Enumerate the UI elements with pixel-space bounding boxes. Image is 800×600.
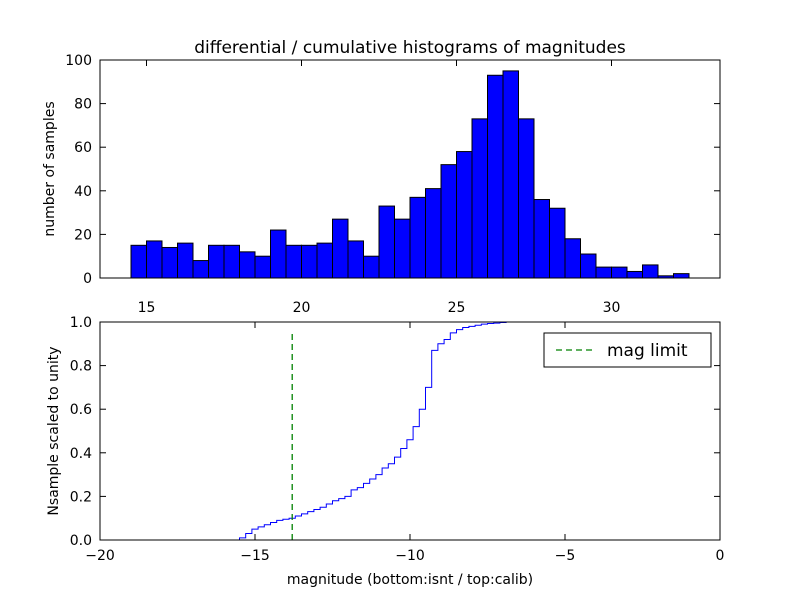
top-y-tick-label: 60 bbox=[74, 140, 92, 156]
cumulative-step-line bbox=[100, 321, 721, 541]
histogram-bar bbox=[208, 244, 225, 279]
legend: mag limit bbox=[543, 332, 712, 368]
bottom-y-tick-label: 0.2 bbox=[70, 489, 92, 505]
histogram-bar bbox=[440, 164, 457, 279]
histogram-bar bbox=[239, 251, 256, 279]
bottom-x-tick-label: −20 bbox=[85, 548, 115, 564]
histogram-bar bbox=[347, 240, 364, 279]
histogram-bar bbox=[595, 266, 612, 279]
chart-title: differential / cumulative histograms of … bbox=[194, 38, 626, 58]
histogram-bar bbox=[378, 205, 395, 279]
histogram-bar bbox=[456, 151, 473, 279]
histogram-bar bbox=[626, 270, 643, 279]
bottom-x-tick-label: 0 bbox=[716, 548, 725, 564]
histogram-bars bbox=[130, 70, 690, 279]
bottom-axis-ticks: −20 −15 −10 −5 0 0.0 0.2 0.4 0.6 0.8 1.0 bbox=[70, 315, 725, 564]
legend-mag-limit-label: mag limit bbox=[607, 341, 688, 361]
histogram-bar bbox=[285, 244, 302, 279]
histogram-bar bbox=[332, 218, 349, 279]
histogram-bar bbox=[580, 253, 597, 279]
histogram-bar bbox=[549, 207, 566, 279]
histogram-bar bbox=[487, 74, 504, 279]
top-y-tick-label: 20 bbox=[74, 227, 92, 243]
histogram-bar bbox=[673, 273, 690, 279]
top-x-tick-label: 20 bbox=[293, 300, 311, 316]
histogram-bar bbox=[409, 196, 426, 279]
histogram-bar bbox=[564, 238, 581, 279]
bottom-x-tick-label: −5 bbox=[555, 548, 576, 564]
histogram-bar bbox=[502, 70, 519, 279]
histogram-bar bbox=[254, 255, 271, 279]
top-plot-frame bbox=[99, 59, 721, 279]
histogram-bar bbox=[301, 244, 318, 279]
histogram-bar bbox=[611, 266, 628, 279]
histogram-bar bbox=[161, 246, 178, 279]
cumulative-histogram-panel: −20 −15 −10 −5 0 0.0 0.2 0.4 0.6 0.8 1.0 mag limit… bbox=[46, 315, 724, 588]
histogram-bar bbox=[270, 229, 287, 279]
histogram-bar bbox=[518, 118, 535, 279]
top-x-tick-label: 30 bbox=[603, 300, 621, 316]
histogram-bar bbox=[394, 218, 411, 279]
bottom-y-tick-label: 0.0 bbox=[70, 533, 92, 549]
bottom-plot-frame bbox=[99, 321, 721, 541]
histogram-bar bbox=[223, 244, 240, 279]
histogram-bar bbox=[363, 255, 380, 279]
histogram-bar bbox=[177, 242, 194, 279]
histogram-bar bbox=[316, 242, 333, 279]
top-y-tick-label: 100 bbox=[65, 53, 92, 69]
top-x-tick-label: 15 bbox=[138, 300, 156, 316]
bottom-x-axis-label: magnitude (bottom:isnt / top:calib) bbox=[287, 572, 533, 588]
differential-histogram-panel: differential / cumulative histograms of … bbox=[42, 38, 721, 316]
top-y-tick-label: 80 bbox=[74, 97, 92, 113]
bottom-x-tick-label: −10 bbox=[395, 548, 425, 564]
bottom-y-tick-label: 0.8 bbox=[70, 359, 92, 375]
histogram-bar bbox=[130, 244, 147, 279]
histogram-bar bbox=[146, 240, 163, 279]
top-y-tick-label: 0 bbox=[83, 271, 92, 287]
bottom-y-tick-label: 0.4 bbox=[70, 446, 92, 462]
bottom-y-tick-label: 1.0 bbox=[70, 315, 92, 331]
bottom-x-tick-label: −15 bbox=[240, 548, 270, 564]
histogram-bar bbox=[425, 188, 442, 279]
histogram-bar bbox=[642, 264, 659, 279]
top-y-tick-label: 40 bbox=[74, 184, 92, 200]
histogram-bar bbox=[192, 260, 209, 279]
bottom-y-axis-label: Nsample scaled to unity bbox=[46, 346, 62, 515]
bottom-y-tick-label: 0.6 bbox=[70, 402, 92, 418]
top-axis-ticks: 15 20 25 30 0 20 40 60 80 100 bbox=[65, 53, 720, 316]
histogram-bar bbox=[471, 118, 488, 279]
histogram-bar bbox=[533, 199, 550, 279]
top-x-tick-label: 25 bbox=[448, 300, 466, 316]
top-y-axis-label: number of samples bbox=[42, 101, 58, 236]
